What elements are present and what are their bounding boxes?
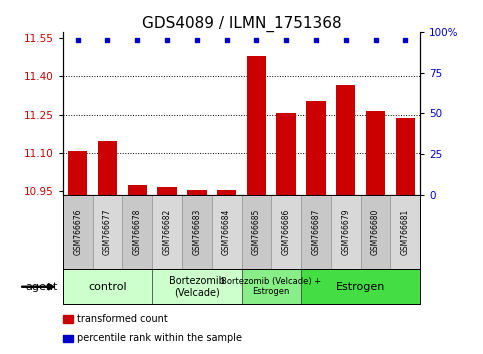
- Bar: [366, 111, 385, 195]
- Text: GSM766682: GSM766682: [163, 209, 171, 255]
- Text: GSM766683: GSM766683: [192, 209, 201, 255]
- Bar: [306, 101, 326, 195]
- Bar: [128, 184, 147, 195]
- Text: GSM766677: GSM766677: [103, 209, 112, 255]
- Title: GDS4089 / ILMN_1751368: GDS4089 / ILMN_1751368: [142, 16, 341, 32]
- Text: percentile rank within the sample: percentile rank within the sample: [77, 333, 242, 343]
- Text: GSM766679: GSM766679: [341, 209, 350, 255]
- Bar: [276, 113, 296, 195]
- Bar: [396, 118, 415, 195]
- Text: GSM766676: GSM766676: [73, 209, 82, 255]
- Text: agent: agent: [26, 282, 58, 292]
- Bar: [68, 152, 87, 195]
- Bar: [336, 85, 355, 195]
- Bar: [157, 187, 177, 195]
- Text: Bortezomib (Velcade) +
Estrogen: Bortezomib (Velcade) + Estrogen: [221, 277, 321, 296]
- Bar: [217, 190, 236, 195]
- Bar: [98, 141, 117, 195]
- Text: transformed count: transformed count: [77, 314, 168, 324]
- Text: control: control: [88, 282, 127, 292]
- Text: GSM766687: GSM766687: [312, 209, 320, 255]
- Text: GSM766678: GSM766678: [133, 209, 142, 255]
- Bar: [247, 56, 266, 195]
- Text: GSM766681: GSM766681: [401, 209, 410, 255]
- Bar: [187, 190, 207, 195]
- Text: GSM766684: GSM766684: [222, 209, 231, 255]
- Text: GSM766685: GSM766685: [252, 209, 261, 255]
- Text: Estrogen: Estrogen: [336, 282, 385, 292]
- Text: GSM766680: GSM766680: [371, 209, 380, 255]
- Text: Bortezomib
(Velcade): Bortezomib (Velcade): [169, 276, 225, 298]
- Text: GSM766686: GSM766686: [282, 209, 291, 255]
